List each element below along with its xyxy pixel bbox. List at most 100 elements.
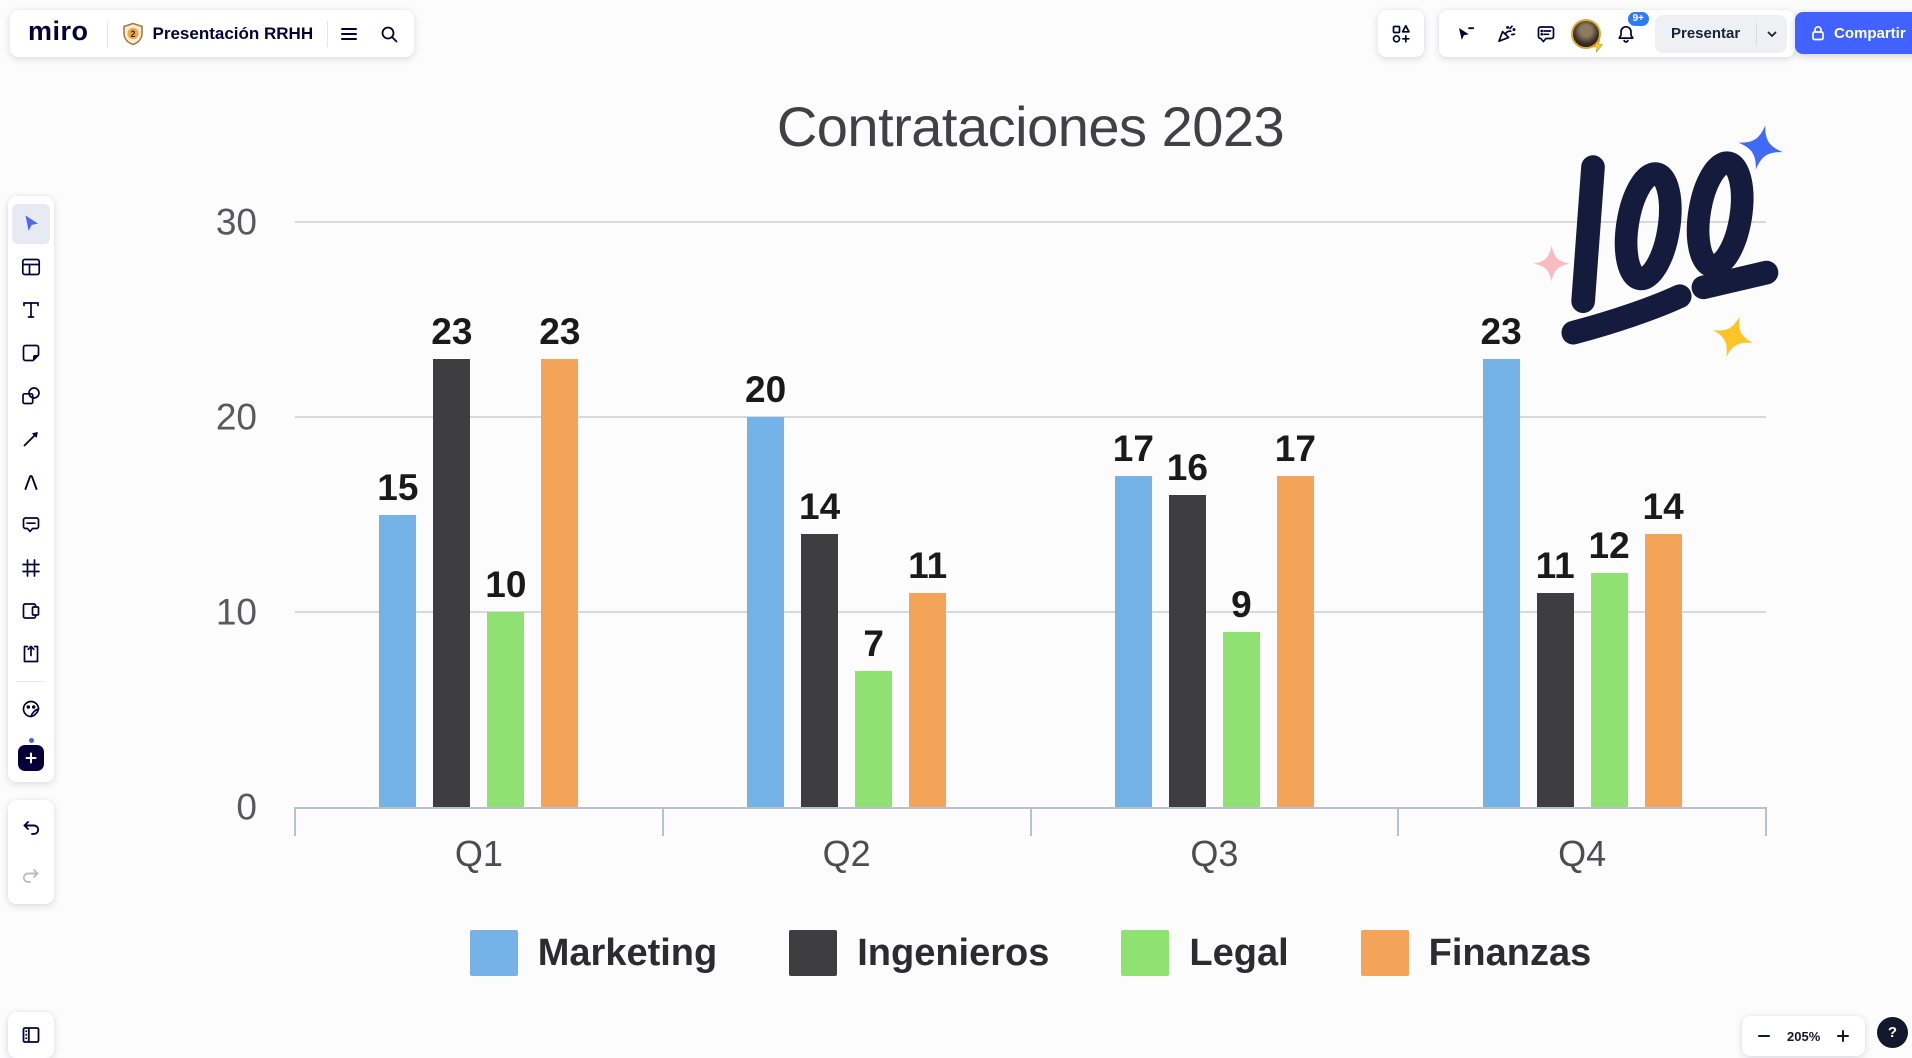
tool-frame[interactable] xyxy=(12,548,50,588)
user-avatar[interactable] xyxy=(1567,15,1605,53)
bar-ingenieros-q2: 14 xyxy=(801,222,838,807)
share-button[interactable]: Compartir xyxy=(1795,12,1912,54)
miro-logo[interactable]: miro xyxy=(10,16,105,51)
emoji-100-sticker[interactable] xyxy=(1524,104,1800,380)
tool-pen[interactable] xyxy=(12,462,50,502)
bar-rect xyxy=(801,534,838,807)
bar-value-label: 23 xyxy=(1481,313,1522,350)
sticker-emoji-icon xyxy=(19,697,43,721)
board-title-button[interactable]: 2 Presentación RRHH xyxy=(110,15,326,53)
legend-swatch xyxy=(1121,930,1169,976)
lightning-badge-icon xyxy=(1592,39,1604,53)
tool-sticker-emoji[interactable] xyxy=(12,689,50,729)
legend-swatch xyxy=(470,930,518,976)
present-button[interactable]: Presentar xyxy=(1655,25,1756,42)
redo-button[interactable] xyxy=(12,856,50,896)
tool-comment[interactable] xyxy=(12,505,50,545)
x-axis-label: Q3 xyxy=(1031,833,1399,875)
creation-toolbar xyxy=(8,196,54,782)
bar-rect xyxy=(541,359,578,808)
bar-value-label: 10 xyxy=(485,566,526,603)
bar-value-label: 20 xyxy=(745,371,786,408)
apps-button[interactable] xyxy=(1382,15,1420,53)
notification-count-badge: 9+ xyxy=(1628,12,1649,26)
history-toolbar xyxy=(8,800,54,904)
chevron-down-icon xyxy=(1764,26,1780,42)
bar-marketing-q4: 23 xyxy=(1483,222,1520,807)
board-menu-button[interactable] xyxy=(330,15,368,53)
tool-templates[interactable] xyxy=(12,247,50,287)
bar-ingenieros-q1: 23 xyxy=(433,222,470,807)
legend-label: Finanzas xyxy=(1429,932,1592,975)
bar-value-label: 23 xyxy=(539,313,580,350)
comments-button[interactable] xyxy=(1527,15,1565,53)
frames-panel-toggle-bar xyxy=(8,1012,54,1058)
bar-rect xyxy=(747,417,784,807)
zoom-in-button[interactable] xyxy=(1831,1024,1855,1048)
tool-select[interactable] xyxy=(12,204,50,244)
board-name: Presentación RRHH xyxy=(153,24,314,44)
arrow-icon xyxy=(19,427,43,451)
follow-cursor-button[interactable] xyxy=(1447,15,1485,53)
yellow-sparkle-icon xyxy=(1706,310,1760,364)
apps-icon xyxy=(1389,22,1413,46)
bar-legal-q3: 9 xyxy=(1223,222,1260,807)
undo-button[interactable] xyxy=(12,808,50,848)
search-button[interactable] xyxy=(370,15,408,53)
bar-value-label: 7 xyxy=(863,625,884,662)
undo-icon xyxy=(19,816,43,840)
help-label: ? xyxy=(1888,1024,1897,1041)
pink-sparkle-icon xyxy=(1533,246,1569,282)
zoom-out-button[interactable] xyxy=(1752,1024,1776,1048)
tool-more-apps[interactable] xyxy=(12,732,50,774)
legend-label: Marketing xyxy=(538,932,717,975)
sticky-note-icon xyxy=(19,341,43,365)
bar-rect xyxy=(1223,632,1260,808)
tool-text[interactable] xyxy=(12,290,50,330)
y-axis-label: 30 xyxy=(216,204,257,241)
card-icon xyxy=(19,599,43,623)
bar-rect xyxy=(1591,573,1628,807)
bar-rect xyxy=(909,593,946,808)
bar-rect xyxy=(379,515,416,808)
present-options-button[interactable] xyxy=(1757,26,1787,42)
panel-toggle-icon xyxy=(19,1023,43,1047)
help-button[interactable]: ? xyxy=(1877,1017,1908,1048)
reactions-button[interactable] xyxy=(1487,15,1525,53)
bar-marketing-q1: 15 xyxy=(379,222,416,807)
divider xyxy=(107,21,108,47)
bar-rect xyxy=(1115,476,1152,808)
bar-value-label: 11 xyxy=(1536,547,1575,584)
plus-icon xyxy=(1836,1029,1850,1043)
zoom-level[interactable]: 205% xyxy=(1787,1029,1820,1044)
minus-icon xyxy=(1757,1029,1771,1043)
y-axis-label: 0 xyxy=(236,789,257,826)
redo-icon xyxy=(19,864,43,888)
hundred-glyph xyxy=(1573,160,1766,333)
legend-item-legal: Legal xyxy=(1121,930,1288,976)
upload-icon xyxy=(19,642,43,666)
notifications-button[interactable]: 9+ xyxy=(1607,15,1645,53)
x-axis-label: Q4 xyxy=(1398,833,1766,875)
follow-cursor-icon xyxy=(1454,22,1478,46)
comments-icon xyxy=(1534,22,1558,46)
top-right-toolbar: 9+ Presentar xyxy=(1439,10,1795,57)
frames-panel-button[interactable] xyxy=(12,1016,50,1054)
bar-rect xyxy=(1277,476,1314,808)
x-axis-label: Q1 xyxy=(295,833,663,875)
tool-upload[interactable] xyxy=(12,634,50,674)
bar-rect xyxy=(1169,495,1206,807)
bar-finanzas-q3: 17 xyxy=(1277,222,1314,807)
tool-connection-line[interactable] xyxy=(12,419,50,459)
tool-shapes[interactable] xyxy=(12,376,50,416)
hamburger-icon xyxy=(337,22,361,46)
tool-sticky-note[interactable] xyxy=(12,333,50,373)
bar-rect xyxy=(433,359,470,808)
y-axis-label: 10 xyxy=(216,594,257,631)
frame-icon xyxy=(19,556,43,580)
tool-card[interactable] xyxy=(12,591,50,631)
